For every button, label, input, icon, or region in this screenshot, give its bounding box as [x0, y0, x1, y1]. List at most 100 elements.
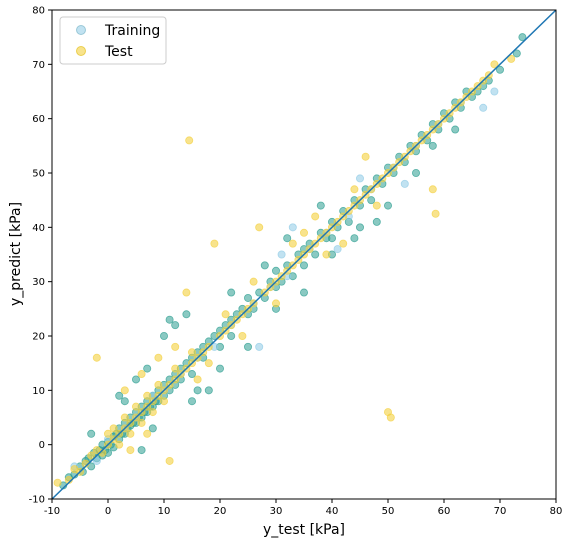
data-point-training	[227, 331, 236, 340]
x-tick-label: 20	[214, 506, 227, 517]
data-point-test	[322, 250, 331, 259]
data-point-training	[299, 288, 308, 297]
data-point-training	[288, 223, 297, 232]
data-point-test	[339, 239, 348, 248]
y-axis: -10 0 10 20 30 40 50 60 70 80	[29, 6, 52, 506]
data-point-test	[165, 456, 174, 465]
data-point-training	[243, 342, 252, 351]
data-point-training	[171, 321, 180, 330]
data-point-training	[327, 234, 336, 243]
y-tick-label: 10	[32, 386, 45, 397]
data-point-test	[271, 299, 280, 308]
legend-marker-training	[76, 25, 86, 35]
legend-marker-test	[76, 46, 86, 56]
data-point-test	[154, 380, 163, 389]
x-tick-label: 70	[494, 506, 507, 517]
x-tick-label: 40	[326, 506, 339, 517]
data-point-training	[411, 168, 420, 177]
data-point-test	[159, 397, 168, 406]
y-axis-label: y_predict [kPa]	[8, 202, 24, 306]
data-point-training	[143, 364, 152, 373]
data-point-test	[143, 391, 152, 400]
data-point-training	[255, 342, 264, 351]
data-point-training	[87, 429, 96, 438]
legend-label-training: Training	[104, 23, 160, 39]
x-tick-label: -10	[44, 506, 60, 517]
data-point-test	[120, 413, 129, 422]
y-tick-label: 20	[32, 332, 45, 343]
data-point-test	[131, 402, 140, 411]
data-point-test	[185, 136, 194, 145]
data-point-training	[428, 141, 437, 150]
data-point-training	[227, 288, 236, 297]
legend-box	[59, 16, 167, 65]
x-tick-label: 60	[438, 506, 451, 517]
data-point-test	[137, 370, 146, 379]
data-point-training	[120, 397, 129, 406]
data-point-training	[355, 223, 364, 232]
data-point-training	[400, 179, 409, 188]
data-point-training	[260, 261, 269, 270]
data-point-test	[255, 223, 264, 232]
data-point-test	[507, 54, 516, 63]
data-point-test	[299, 228, 308, 237]
data-point-test	[428, 185, 437, 194]
data-point-training	[159, 331, 168, 340]
y-tick-label: 80	[32, 6, 45, 17]
x-tick-label: 30	[270, 506, 283, 517]
data-point-test	[126, 446, 135, 455]
data-point-training	[137, 446, 146, 455]
data-point-test	[115, 440, 124, 449]
data-point-test	[120, 386, 129, 395]
x-axis: -10 0 10 20 30 40 50 60 70 80	[44, 499, 563, 517]
data-point-test	[431, 209, 440, 218]
data-point-test	[249, 277, 258, 286]
data-point-training	[367, 196, 376, 205]
data-point-test	[221, 310, 230, 319]
data-point-test	[109, 424, 118, 433]
data-point-test	[386, 413, 395, 422]
data-point-test	[210, 239, 219, 248]
data-point-training	[350, 234, 359, 243]
data-point-training	[299, 261, 308, 270]
data-point-training	[355, 174, 364, 183]
y-tick-label: 70	[32, 60, 45, 71]
data-point-test	[288, 239, 297, 248]
x-tick-label: 50	[382, 506, 395, 517]
x-tick-label: 80	[550, 506, 563, 517]
data-point-training	[193, 386, 202, 395]
data-point-training	[92, 456, 101, 465]
legend-label-test: Test	[104, 44, 133, 60]
data-point-training	[495, 65, 504, 74]
data-point-test	[104, 429, 113, 438]
data-point-training	[131, 375, 140, 384]
data-point-training	[187, 370, 196, 379]
y-tick-label: 0	[39, 440, 45, 451]
data-point-test	[361, 152, 370, 161]
data-point-training	[512, 49, 521, 58]
data-point-training	[215, 364, 224, 373]
data-point-test	[350, 185, 359, 194]
data-point-training	[187, 397, 196, 406]
plot-frame	[51, 9, 557, 500]
data-point-training	[333, 245, 342, 254]
x-axis-label: y_test [kPa]	[263, 522, 345, 538]
data-point-test	[193, 375, 202, 384]
data-point-training	[451, 125, 460, 134]
x-tick-label: 10	[158, 506, 171, 517]
y-tick-label: 40	[32, 223, 45, 234]
data-point-test	[204, 359, 213, 368]
data-point-test	[187, 348, 196, 357]
data-point-test	[143, 429, 152, 438]
data-point-test	[92, 353, 101, 362]
data-point-training	[277, 250, 286, 259]
data-point-training	[383, 201, 392, 210]
data-point-test	[372, 201, 381, 210]
data-point-training	[283, 234, 292, 243]
data-point-test	[171, 342, 180, 351]
y-tick-label: 60	[32, 114, 45, 125]
data-point-training	[490, 87, 499, 96]
legend: Training Test	[59, 16, 167, 65]
data-point-test	[137, 418, 146, 427]
